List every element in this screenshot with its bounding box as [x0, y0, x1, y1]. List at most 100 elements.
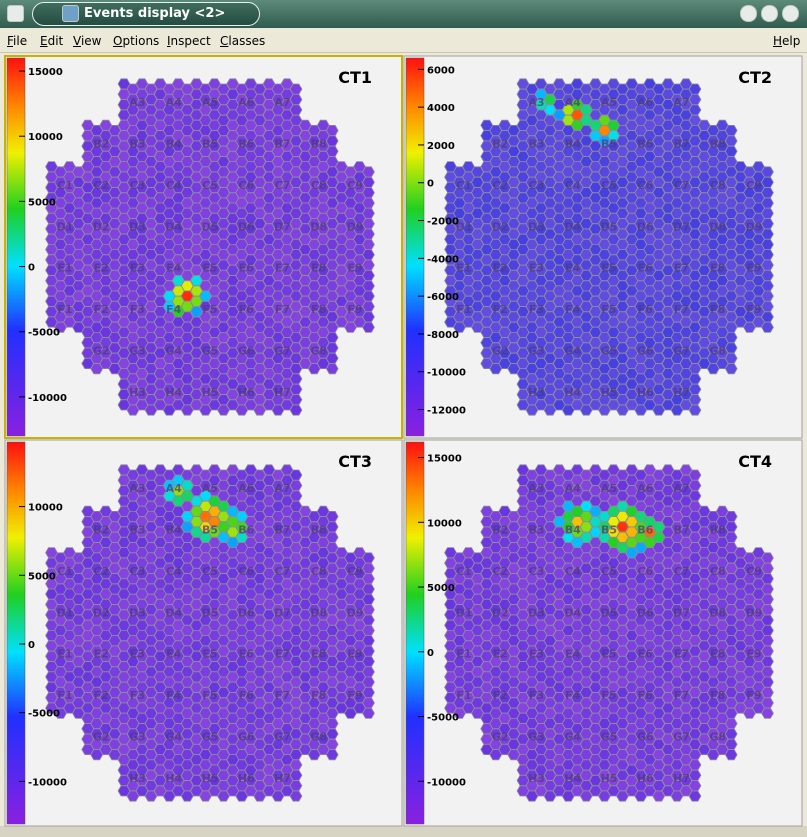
- module-label: F5: [202, 303, 217, 316]
- pixel: [688, 394, 702, 406]
- module-label: B7: [274, 138, 290, 151]
- menu-item[interactable]: View: [73, 34, 102, 48]
- pixel: [289, 759, 303, 771]
- pixel: [289, 373, 303, 385]
- pixel: [724, 738, 738, 750]
- module-label: B4: [166, 138, 182, 151]
- menu-item[interactable]: Options: [113, 34, 160, 48]
- module-label: C2: [492, 565, 508, 578]
- module-label: C5: [601, 179, 617, 192]
- pixel: [325, 717, 339, 730]
- pixel: [688, 83, 702, 95]
- scale-tick-label: 10000: [28, 132, 63, 143]
- pixel: [724, 521, 738, 533]
- module-label: G8: [310, 731, 327, 744]
- camera-panel[interactable]: A3 A4 A5 A6 A7 B2 B3 B4 B5 B6 B7 B8 C1 C2 C3 C4 C5 C6 C7 C8…: [403, 55, 803, 439]
- pixel: [761, 187, 774, 199]
- module-label: D9: [347, 220, 364, 233]
- module-label: D6: [637, 220, 654, 233]
- minimize-button[interactable]: [740, 5, 757, 22]
- module-label: B4: [166, 524, 182, 537]
- pixel: [362, 552, 375, 564]
- pixel: [325, 342, 339, 354]
- pixel: [325, 135, 339, 147]
- scale-tick-label: 15000: [427, 454, 462, 465]
- maximize-button[interactable]: [761, 5, 778, 22]
- module-label: G4: [165, 731, 182, 744]
- close-button[interactable]: [782, 5, 799, 22]
- module-label: G7: [274, 731, 291, 744]
- module-label: F7: [674, 303, 689, 316]
- module-label: C1: [57, 179, 73, 192]
- module-label: F8: [311, 303, 326, 316]
- menu-item[interactable]: Edit: [40, 34, 64, 48]
- module-label: D1: [57, 606, 74, 619]
- pixel: [362, 321, 375, 333]
- module-label: G5: [601, 345, 618, 358]
- module-label: D3: [129, 606, 146, 619]
- pixel: [362, 593, 375, 605]
- module-label: H4: [165, 386, 182, 399]
- module-label: A3: [129, 482, 145, 495]
- pixel: [362, 187, 375, 199]
- scale-tick-label: -8000: [427, 330, 459, 341]
- color-scale: [405, 441, 425, 825]
- module-label: B3: [129, 524, 145, 537]
- module-label: E9: [347, 262, 362, 275]
- panel-title: CT1: [338, 68, 372, 87]
- module-label: C9: [746, 179, 762, 192]
- module-label: G6: [637, 731, 654, 744]
- pixel: [688, 373, 702, 385]
- menu-item[interactable]: File: [7, 34, 28, 48]
- pixel: [761, 593, 774, 605]
- module-label: A7: [274, 96, 290, 109]
- scale-tick-label: 10000: [28, 503, 63, 514]
- menu-item[interactable]: Classes: [220, 34, 266, 48]
- pixel: [724, 717, 738, 730]
- module-label: D4: [564, 220, 581, 233]
- pixel: [761, 207, 774, 219]
- module-label: D3: [528, 220, 545, 233]
- window-menu-button[interactable]: [7, 5, 24, 22]
- pixel: [362, 604, 375, 616]
- module-label: E4: [565, 648, 581, 661]
- module-label: C3: [529, 179, 545, 192]
- pixel: [325, 531, 339, 543]
- pixel: [362, 707, 375, 719]
- camera-panel[interactable]: A3 A4 A5 A6 A7 B2 B3 B4 B5 B6 B7 B8 C1 C2 C3 C4 C5 C6 C7 C8…: [4, 439, 403, 827]
- module-label: B3: [129, 138, 145, 151]
- module-label: C7: [275, 179, 291, 192]
- pixel: [362, 166, 375, 178]
- module-label: F1: [456, 303, 471, 316]
- module-label: G8: [310, 345, 327, 358]
- pixel: [362, 290, 375, 302]
- module-label: A6: [637, 482, 654, 495]
- module-label: D7: [673, 220, 690, 233]
- menu-item[interactable]: Inspect: [167, 34, 211, 48]
- module-label: D7: [673, 606, 690, 619]
- pixel: [362, 697, 375, 709]
- pixel: [325, 145, 339, 157]
- module-label: C7: [674, 179, 690, 192]
- module-label: F1: [57, 303, 72, 316]
- scale-tick-label: 4000: [427, 103, 455, 114]
- module-label: F5: [202, 689, 217, 702]
- module-label: C4: [166, 179, 182, 192]
- module-label: A6: [637, 96, 654, 109]
- module-label: C1: [456, 179, 472, 192]
- menu-item[interactable]: Help: [773, 34, 801, 48]
- pixel: [362, 635, 375, 647]
- color-scale: [405, 57, 425, 437]
- camera-panel[interactable]: A3 A4 A5 A6 A7 B2 B3 B4 B5 B6 B7 B8 C1 C2 C3 C4 C5 C6 C7 C8…: [403, 439, 803, 827]
- pixel: [362, 686, 375, 699]
- pixel: [362, 676, 375, 688]
- module-label: E8: [311, 262, 326, 275]
- camera-panel[interactable]: A3 A4 A5 A6 A7 B2 B3 B4 B5 B6 B7 B8 C1 C2 C3 C4 C5 C6 C7 C8…: [4, 55, 403, 439]
- pixel: [688, 94, 702, 105]
- pixel: [688, 490, 702, 502]
- module-label: B5: [202, 524, 218, 537]
- module-label: E5: [202, 262, 217, 275]
- panel-title: CT3: [338, 452, 372, 471]
- scale-tick-label: -10000: [28, 777, 67, 788]
- pixel: [761, 604, 774, 616]
